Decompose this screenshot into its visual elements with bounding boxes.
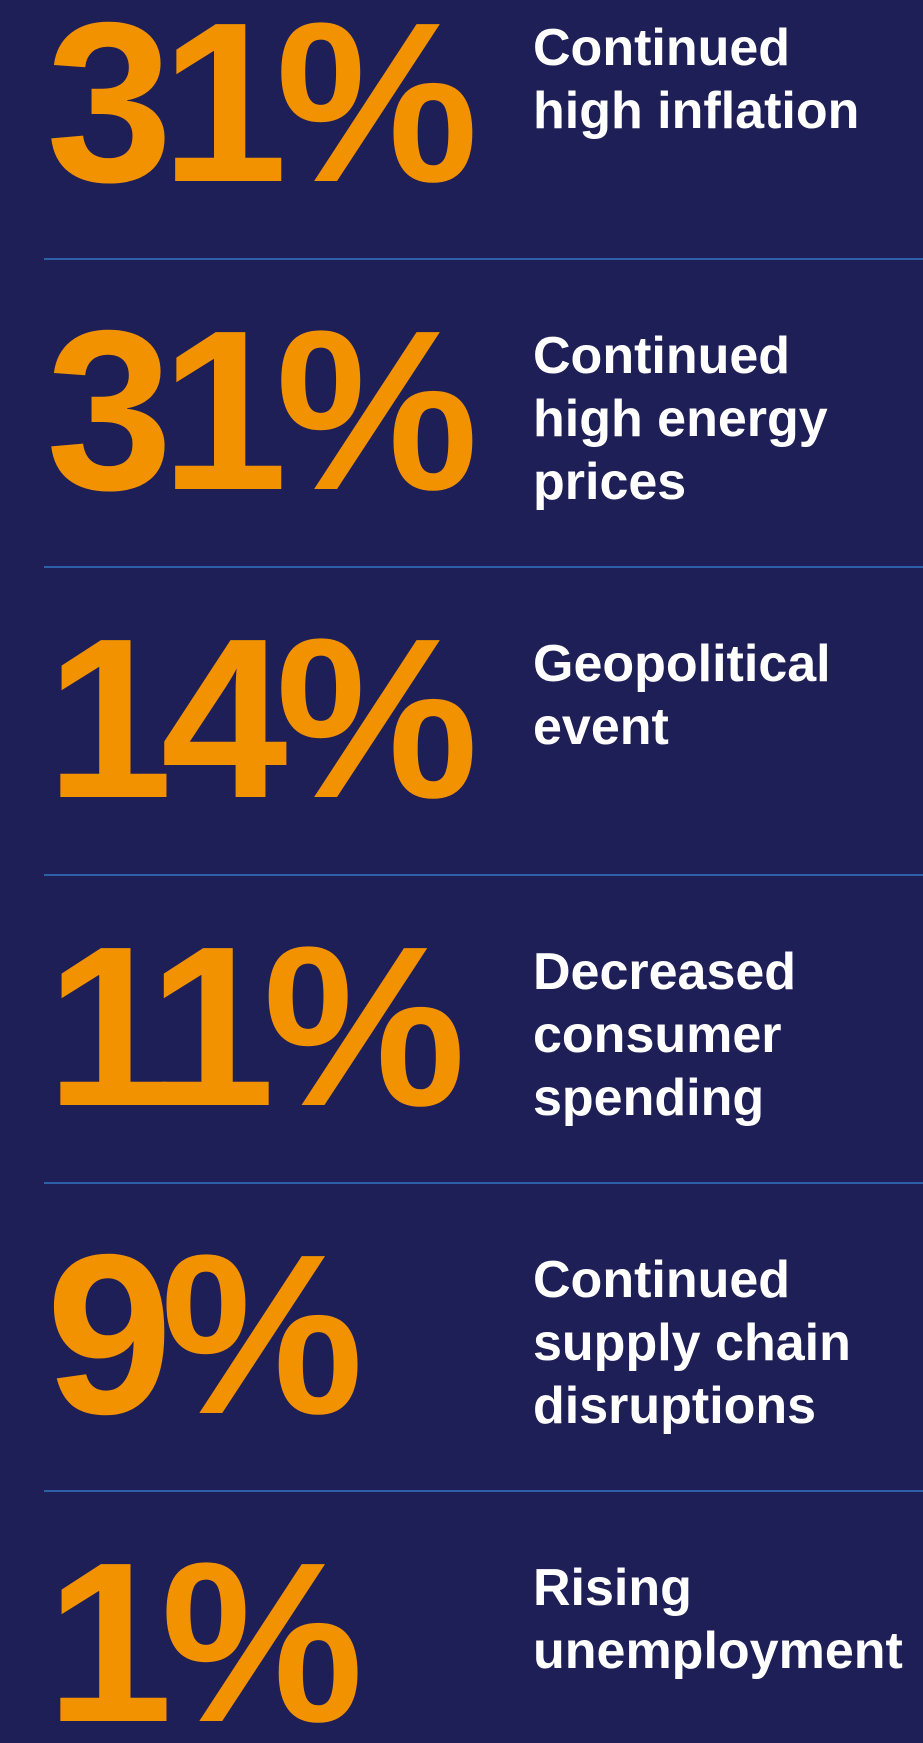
divider (44, 1490, 923, 1492)
divider (44, 1182, 923, 1184)
divider (44, 874, 923, 876)
stat-label: unemployment (533, 1621, 903, 1680)
stat-label: spending (533, 1068, 765, 1127)
stat-label: Continued (533, 1250, 791, 1309)
divider (44, 258, 923, 260)
stat-label: supply chain (533, 1313, 851, 1372)
stat-value: 9% (46, 1207, 364, 1462)
stat-label: high inflation (533, 81, 860, 140)
stat-label: disruptions (533, 1376, 817, 1435)
stat-label: Continued (533, 18, 791, 77)
stat-label: Geopolitical (533, 634, 831, 693)
stat-value: 31% (46, 283, 478, 538)
stat-label: consumer (533, 1005, 782, 1064)
stat-value: 14% (46, 591, 478, 846)
stat-label: event (533, 697, 669, 756)
stat-label: Continued (533, 326, 791, 385)
divider (44, 566, 923, 568)
stat-value: 11% (46, 899, 466, 1154)
stat-value: 31% (46, 0, 478, 230)
stat-value: 1% (46, 1515, 364, 1743)
stat-label: Decreased (533, 942, 797, 1001)
stat-label: prices (533, 452, 687, 511)
stat-label: high energy (533, 389, 828, 448)
stat-label: Rising (533, 1558, 692, 1617)
